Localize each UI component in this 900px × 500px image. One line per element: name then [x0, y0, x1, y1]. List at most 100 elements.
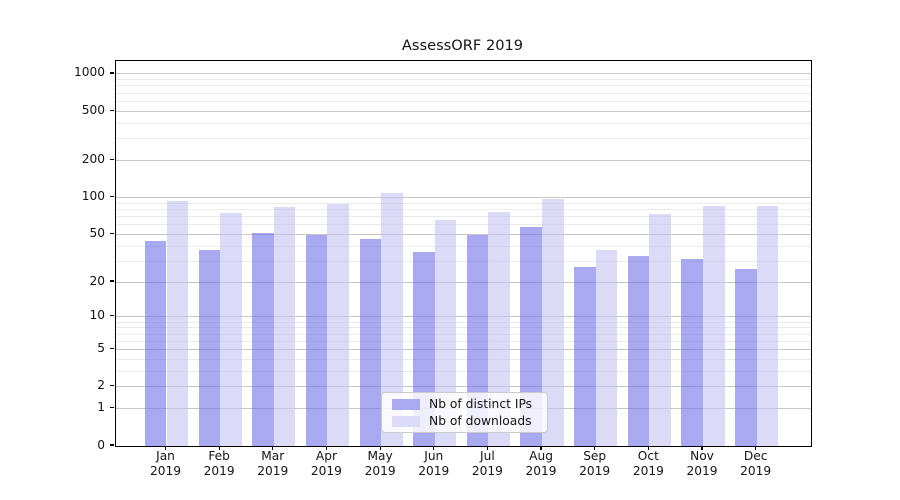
x-tick-mark: [325, 446, 328, 450]
major-gridline: [116, 386, 811, 388]
x-tick-mark: [164, 446, 167, 450]
bar-aug-downloads: [542, 199, 564, 446]
minor-gridline: [116, 358, 811, 360]
minor-gridline: [116, 340, 811, 342]
minor-gridline: [116, 138, 811, 140]
y-tick-mark: [110, 347, 114, 350]
legend-swatch-distinct-ips: [392, 398, 420, 410]
x-tick-label-oct: Oct 2019: [620, 449, 676, 479]
x-tick-mark: [540, 446, 542, 450]
y-tick-mark: [110, 280, 114, 282]
y-tick-label: 20: [89, 273, 105, 288]
legend-item-downloads: Nb of downloads: [392, 414, 537, 428]
bar-apr-downloads: [327, 203, 350, 446]
bar-apr-distinct-ips: [305, 235, 328, 446]
x-tick-line: 2019: [149, 464, 182, 478]
minor-gridline: [116, 370, 811, 372]
x-tick-line: Jan: [156, 449, 175, 463]
major-gridline: [116, 281, 811, 283]
bar-jan-distinct-ips: [144, 241, 167, 446]
bar-mar-downloads: [273, 206, 296, 446]
x-tick-label-feb: Feb 2019: [191, 449, 247, 479]
bar-feb-downloads: [220, 212, 242, 446]
y-tick-label: 500: [81, 102, 105, 117]
x-tick-label-apr: Apr 2019: [298, 449, 354, 479]
x-tick-line: 2019: [203, 464, 235, 478]
x-tick-label-jul: Jul 2019: [459, 449, 515, 479]
bar-sep-distinct-ips: [574, 266, 596, 446]
minor-gridline: [116, 333, 811, 335]
x-tick-line: Jun: [424, 449, 444, 463]
chart-title: AssessORF 2019: [401, 37, 524, 54]
y-tick-mark: [110, 315, 114, 317]
x-tick-line: Dec: [743, 449, 768, 463]
x-tick-label-sep: Sep 2019: [567, 449, 623, 479]
major-gridline: [116, 159, 811, 161]
y-tick-label: 200: [81, 151, 105, 166]
y-tick-mark: [110, 385, 114, 387]
bar-mar-distinct-ips: [252, 233, 274, 446]
minor-gridline: [116, 92, 811, 94]
bar-nov-distinct-ips: [681, 259, 703, 446]
x-tick-label-mar: Mar 2019: [245, 449, 301, 479]
bar-may-distinct-ips: [359, 238, 382, 446]
x-tick-line: 2019: [632, 464, 664, 478]
x-tick-mark: [755, 446, 757, 450]
y-tick-label: 5: [97, 341, 105, 355]
x-tick-label-aug: Aug 2019: [513, 449, 569, 479]
y-tick-label: 100: [81, 188, 105, 203]
y-tick-mark: [110, 407, 114, 409]
bar-aug-distinct-ips: [520, 227, 543, 446]
minor-gridline: [116, 321, 811, 323]
legend-item-distinct-ips: Nb of distinct IPs: [392, 397, 537, 411]
x-tick-mark: [594, 446, 596, 450]
x-tick-line: Apr: [315, 449, 337, 463]
bar-sep-downloads: [595, 250, 618, 446]
x-tick-line: Jul: [480, 449, 495, 463]
bar-nov-downloads: [703, 206, 725, 446]
y-tick-label: 50: [89, 225, 105, 240]
y-tick-mark: [110, 158, 114, 160]
x-tick-line: May: [367, 449, 393, 463]
x-tick-mark: [486, 446, 488, 450]
x-tick-line: 2019: [471, 464, 503, 478]
x-tick-label-may: May 2019: [352, 449, 408, 479]
minor-gridline: [116, 215, 811, 217]
x-tick-line: Mar: [261, 449, 285, 463]
x-tick-line: Oct: [637, 449, 659, 463]
x-tick-line: 2019: [310, 464, 342, 478]
bar-may-downloads: [381, 193, 403, 446]
minor-gridline: [116, 245, 811, 247]
bar-dec-distinct-ips: [735, 268, 757, 446]
minor-gridline: [116, 100, 811, 102]
x-tick-label-jan: Jan 2019: [138, 449, 194, 479]
major-gridline: [116, 196, 811, 198]
major-gridline: [116, 316, 811, 318]
legend: Nb of distinct IPs Nb of downloads: [381, 392, 548, 433]
minor-gridline: [116, 85, 811, 87]
x-tick-mark: [379, 446, 381, 450]
y-tick-label: 1: [97, 400, 105, 415]
bar-oct-downloads: [649, 213, 671, 446]
x-tick-mark: [272, 446, 274, 450]
legend-swatch-downloads: [392, 415, 420, 427]
minor-gridline: [116, 260, 811, 262]
x-tick-mark: [218, 446, 220, 450]
y-tick-mark: [110, 195, 114, 198]
x-tick-mark: [433, 446, 435, 450]
x-tick-mark: [647, 446, 649, 450]
x-tick-line: 2019: [686, 464, 718, 478]
x-tick-line: 2019: [740, 464, 772, 478]
x-tick-label-jun: Jun 2019: [406, 449, 462, 479]
y-tick-mark: [110, 232, 114, 234]
y-tick-mark: [110, 444, 114, 446]
major-gridline: [116, 233, 811, 235]
major-gridline: [116, 73, 811, 75]
plot-area: Nb of distinct IPs Nb of downloads: [115, 60, 812, 447]
minor-gridline: [116, 122, 811, 124]
x-tick-line: Aug: [529, 449, 553, 463]
y-tick-label: 2: [97, 378, 105, 393]
legend-label-distinct-ips: Nb of distinct IPs: [429, 397, 533, 411]
legend-label-downloads: Nb of downloads: [429, 414, 532, 428]
